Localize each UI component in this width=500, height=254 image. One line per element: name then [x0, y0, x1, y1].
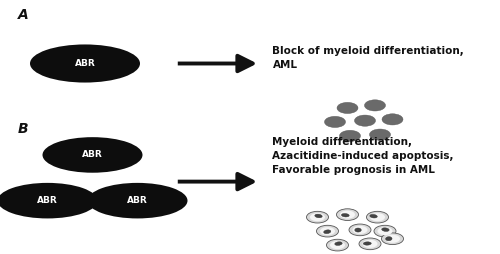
Ellipse shape — [316, 225, 338, 237]
Ellipse shape — [335, 242, 342, 245]
Ellipse shape — [370, 214, 378, 218]
Ellipse shape — [30, 44, 140, 83]
Ellipse shape — [359, 238, 381, 250]
Ellipse shape — [342, 214, 349, 217]
Text: ABR: ABR — [82, 150, 103, 160]
Ellipse shape — [382, 233, 404, 245]
Ellipse shape — [88, 183, 188, 218]
Text: Block of myeloid differentiation,
AML: Block of myeloid differentiation, AML — [272, 46, 464, 70]
Ellipse shape — [326, 239, 348, 251]
Ellipse shape — [0, 183, 98, 218]
Ellipse shape — [364, 242, 372, 245]
Ellipse shape — [378, 227, 392, 235]
Ellipse shape — [324, 116, 345, 128]
Text: ABR: ABR — [37, 196, 58, 205]
Ellipse shape — [324, 230, 331, 234]
Ellipse shape — [340, 211, 355, 219]
Ellipse shape — [352, 226, 368, 234]
Text: ABR: ABR — [74, 59, 96, 68]
Ellipse shape — [349, 224, 371, 236]
Ellipse shape — [362, 240, 378, 248]
Text: B: B — [18, 122, 28, 136]
Text: A: A — [18, 8, 28, 22]
Ellipse shape — [320, 227, 335, 235]
Ellipse shape — [354, 115, 376, 126]
Ellipse shape — [330, 241, 345, 249]
Ellipse shape — [385, 235, 400, 243]
Ellipse shape — [382, 228, 389, 231]
Ellipse shape — [310, 213, 325, 221]
Ellipse shape — [337, 102, 358, 114]
Ellipse shape — [340, 130, 360, 141]
Ellipse shape — [382, 114, 403, 125]
Ellipse shape — [336, 209, 358, 220]
Ellipse shape — [370, 213, 385, 221]
Text: Myeloid differentiation,
Azacitidine-induced apoptosis,
Favorable prognosis in A: Myeloid differentiation, Azacitidine-ind… — [272, 137, 454, 175]
Ellipse shape — [42, 137, 142, 173]
Ellipse shape — [386, 237, 392, 241]
Ellipse shape — [366, 211, 388, 223]
Text: ABR: ABR — [127, 196, 148, 205]
Ellipse shape — [374, 225, 396, 237]
Ellipse shape — [364, 100, 386, 111]
Ellipse shape — [355, 228, 362, 232]
Ellipse shape — [370, 129, 390, 140]
Ellipse shape — [306, 211, 328, 223]
Ellipse shape — [315, 214, 322, 218]
